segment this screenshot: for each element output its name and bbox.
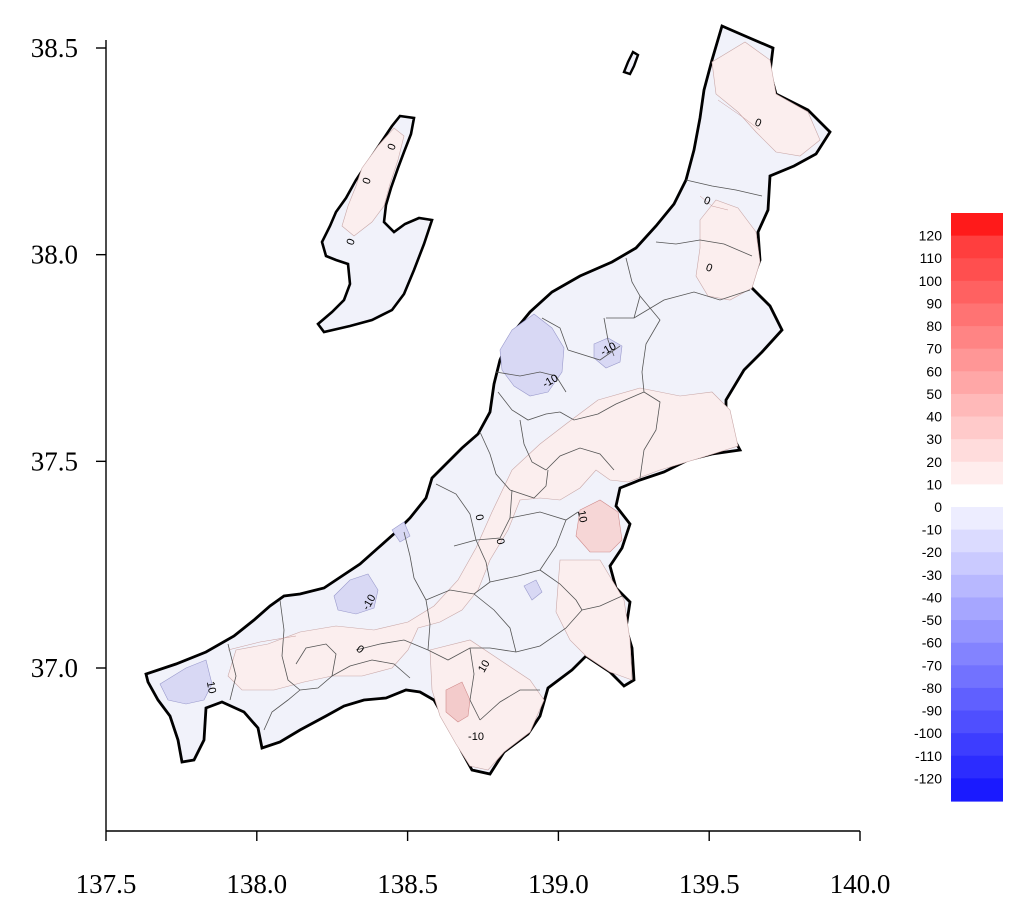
x-tick-label: 138.0 (226, 869, 287, 899)
colorbar-band (951, 529, 1003, 553)
anomaly-negative-patch (159, 659, 213, 705)
colorbar-tick-label: 40 (926, 409, 942, 425)
contour-label: 0 (753, 116, 763, 129)
anomaly-negative-patch (333, 573, 379, 615)
colorbar-tick-label: 30 (926, 431, 942, 447)
colorbar-tick-label: 50 (926, 386, 942, 402)
sado-island (316, 114, 434, 334)
contour-label: 10 (476, 658, 493, 675)
y-tick-label: 38.0 (31, 240, 78, 270)
contour-label: 0 (494, 537, 507, 545)
colorbar-tick-label: 20 (926, 454, 942, 470)
contour-label: 0 (702, 194, 712, 207)
contour-label: 0 (704, 261, 714, 274)
x-axis: 137.5 138.0 138.5 139.0 139.5 140.0 (76, 830, 891, 899)
contour-label: 0 (344, 237, 357, 247)
colorbar-tick-label: -100 (914, 725, 942, 741)
x-tick-label: 137.5 (76, 869, 137, 899)
colorbar-band (951, 371, 1003, 395)
anomaly-positive-patch (555, 559, 633, 681)
colorbar-band (951, 258, 1003, 282)
x-tick-label: 139.0 (528, 869, 589, 899)
colorbar-band (951, 303, 1003, 327)
colorbar-tick-label: -20 (922, 544, 942, 560)
colorbar-tick-label: -50 (922, 612, 942, 628)
colorbar-band (951, 755, 1003, 779)
colorbar-band (951, 710, 1003, 734)
colorbar-band (951, 416, 1003, 440)
colorbar-tick-label: 10 (926, 476, 942, 492)
colorbar-band (951, 439, 1003, 463)
anomaly-positive-patch (429, 639, 545, 771)
map-land (144, 24, 832, 776)
colorbar-band (951, 213, 1003, 237)
municipal-boundaries (227, 179, 763, 731)
colorbar-tick-label: 110 (920, 250, 943, 266)
colorbar-band (951, 552, 1003, 576)
colorbar-band (951, 620, 1003, 644)
colorbar-tick-label: -80 (922, 680, 942, 696)
sado-warm-patch (341, 127, 405, 237)
colorbar-tick-label: -60 (922, 635, 942, 651)
contour-label: 10 (575, 509, 589, 523)
y-axis: 37.0 37.5 38.0 38.5 (31, 33, 107, 831)
colorbar-band (951, 393, 1003, 418)
colorbar-band (951, 235, 1003, 259)
colorbar-tick-label: 90 (926, 295, 942, 311)
colorbar-band (951, 574, 1003, 599)
colorbar-tick-label: 80 (926, 318, 942, 334)
anomaly-strong-positive-patch (575, 499, 623, 553)
x-tick-label: 138.5 (377, 869, 438, 899)
colorbar-band (951, 348, 1003, 372)
x-tick-label: 140.0 (830, 869, 891, 899)
colorbar-tick-label: -90 (922, 703, 942, 719)
anomaly-positive-patch (227, 387, 739, 691)
colorbar-tick-label: 100 (919, 273, 943, 289)
colorbar-legend: 1201101009080706050403020100-10-20-30-40… (914, 213, 1003, 802)
anomaly-strong-positive-patch (445, 681, 471, 723)
colorbar-tick-label: 0 (934, 499, 942, 515)
colorbar-tick-label: -110 (915, 748, 942, 764)
colorbar-band (951, 642, 1003, 666)
contour-label: 0 (473, 513, 486, 521)
colorbar-tick-label: -10 (922, 522, 942, 538)
colorbar-tick-label: 60 (926, 363, 942, 379)
contour-label: 10 (204, 680, 218, 694)
anomaly-positive-patch (695, 199, 761, 301)
colorbar-band (951, 687, 1003, 712)
colorbar-tick-label: -30 (922, 567, 942, 583)
x-tick-label: 139.5 (679, 869, 740, 899)
colorbar-tick-label: 120 (919, 228, 943, 244)
y-tick-label: 37.0 (31, 653, 78, 683)
contour-label: 0 (360, 176, 373, 186)
anomaly-negative-patch (523, 579, 543, 601)
colorbar-band (951, 597, 1003, 621)
colorbar-tick-label: -70 (922, 657, 942, 673)
colorbar-band (951, 507, 1003, 531)
anomaly-positive-patch (711, 41, 821, 157)
colorbar-band (951, 461, 1003, 485)
colorbar-band (951, 733, 1003, 757)
colorbar-band (951, 778, 1003, 802)
colorbar-tick-label: 70 (926, 341, 942, 357)
contour-lines (227, 99, 761, 651)
contour-label: -10 (468, 731, 484, 743)
awashima-island (622, 50, 640, 76)
colorbar-band (951, 665, 1003, 689)
y-tick-label: 37.5 (31, 446, 78, 476)
colorbar-band (951, 484, 1003, 508)
colorbar-band (951, 280, 1003, 305)
colorbar-band (951, 326, 1003, 350)
colorbar-tick-label: -40 (922, 589, 942, 605)
contour-label: 0 (385, 142, 398, 152)
y-tick-label: 38.5 (31, 33, 78, 63)
colorbar-tick-label: -120 (914, 770, 942, 786)
